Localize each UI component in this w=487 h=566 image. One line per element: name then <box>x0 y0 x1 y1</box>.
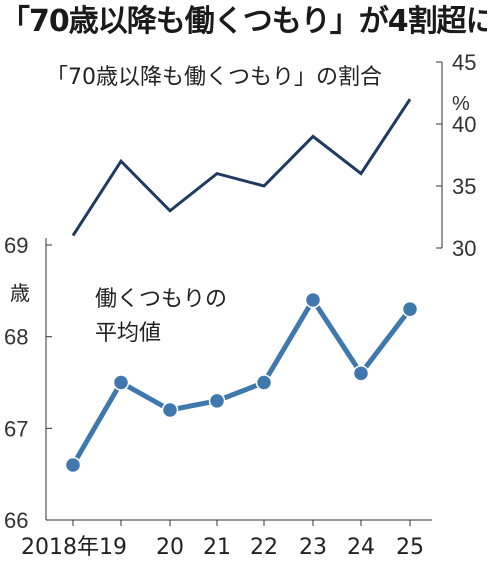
upper-series-line <box>71 98 412 237</box>
lower-series-line <box>70 297 412 467</box>
lower-tick-label: 67 <box>4 416 28 441</box>
upper-chart-pct: 30 35 40 45% 「70歳以降も働くつもり」の割合 <box>46 50 476 261</box>
lower-tick-label: 66 <box>4 508 28 533</box>
lower-tick-label: 68 <box>4 325 28 350</box>
x-tick-label: 25 <box>396 535 424 560</box>
x-tick-label: 22 <box>250 535 278 560</box>
upper-tick-label: 45 <box>452 50 476 75</box>
lower-data-point <box>208 392 226 410</box>
lower-data-point <box>352 365 370 382</box>
lower-data-point <box>401 300 419 318</box>
lower-data-point <box>112 374 130 391</box>
lower-unit-label: 歳 <box>10 281 30 305</box>
x-tick-label: 21 <box>203 535 231 560</box>
x-tick-label: 23 <box>299 535 327 560</box>
lower-chart-title-line2: 平均値 <box>95 321 161 346</box>
upper-tick-label: 35 <box>452 174 476 199</box>
lower-data-point <box>255 374 273 391</box>
upper-tick-label: 40 <box>452 112 476 137</box>
upper-unit-label: % <box>452 93 470 115</box>
x-tick-label: 24 <box>347 535 375 560</box>
x-tick-label: 2018年19 <box>21 535 127 560</box>
upper-tick-label: 30 <box>452 236 476 261</box>
lower-data-point <box>64 456 82 474</box>
lower-data-point <box>161 401 179 419</box>
headline: 「70歳以降も働くつもり」が4割超に <box>0 4 487 39</box>
x-tick-label: 20 <box>156 535 184 560</box>
lower-tick-label: 69 <box>4 233 28 258</box>
x-axis: 2018年19 20 21 22 23 24 25 <box>21 519 432 560</box>
lower-data-point <box>304 291 322 309</box>
upper-chart-title: 「70歳以降も働くつもり」の割合 <box>46 65 382 90</box>
lower-chart-title-line1: 働くつもりの <box>95 287 227 312</box>
